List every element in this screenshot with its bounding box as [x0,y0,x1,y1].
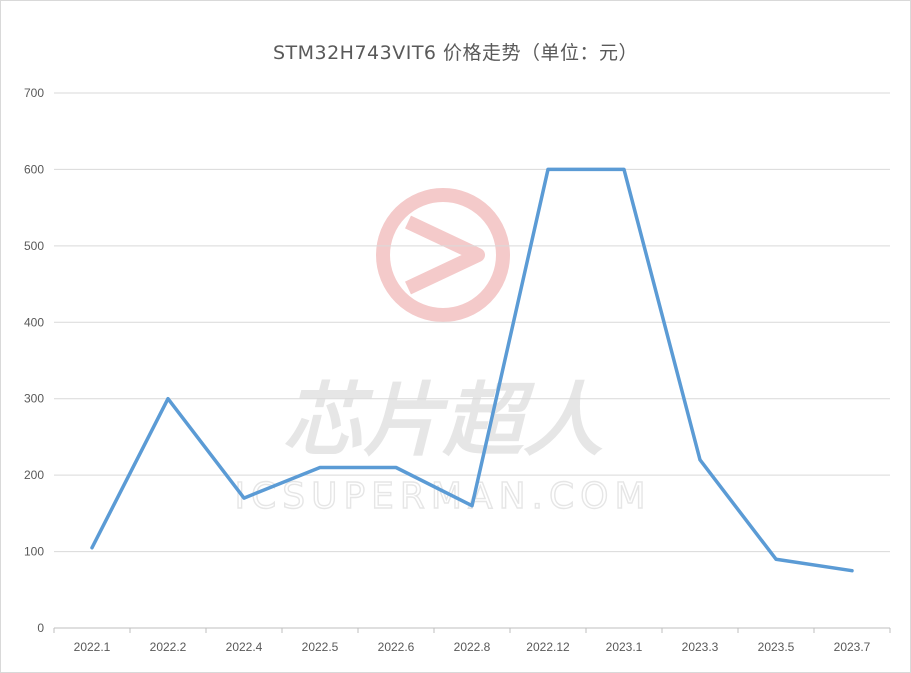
y-tick-label: 700 [24,86,44,100]
data-point [850,569,854,573]
data-point [622,167,626,171]
x-tick-label: 2023.1 [606,640,643,654]
y-tick-label: 500 [24,239,44,253]
x-tick-label: 2023.3 [682,640,719,654]
x-tick-label: 2022.8 [454,640,491,654]
x-tick-label: 2022.6 [378,640,415,654]
x-tick-label: 2022.4 [226,640,263,654]
data-point [318,466,322,469]
y-tick-label: 300 [24,392,44,406]
y-tick-label: 100 [24,545,44,559]
x-tick-label: 2023.5 [758,640,795,654]
y-tick-label: 400 [24,315,44,329]
watermark-domain: ICSUPERMAN.COM [234,476,651,517]
data-point [774,557,778,561]
x-tick-label: 2022.2 [150,640,187,654]
data-point [698,458,702,462]
y-tick-label: 0 [37,621,44,635]
y-tick-labels: 0 100 200 300 400 500 600 700 [24,86,44,635]
axes [53,627,891,633]
data-point [242,496,246,500]
x-tick-label: 2022.12 [526,640,570,654]
watermark: 芯片超人 ICSUPERMAN.COM [234,188,651,518]
data-point [546,167,550,171]
data-point [90,546,94,550]
data-point [470,504,474,508]
series-layer [90,167,854,573]
watermark-logo-icon [376,188,510,322]
x-tick-labels: 2022.1 2022.2 2022.4 2022.5 2022.6 2022.8 2022… [74,640,871,654]
watermark-brand: 芯片超人 [283,374,603,467]
chart-title: STM32H743VIT6 价格走势（单位：元） [272,42,639,64]
grid-lines [54,92,890,553]
x-tick-label: 2022.1 [74,640,111,654]
y-tick-label: 600 [24,162,44,176]
x-tick-label: 2023.7 [834,640,871,654]
x-tick-label: 2022.5 [302,640,339,654]
data-point [394,466,398,469]
data-point [166,397,170,401]
y-tick-label: 200 [24,468,44,482]
